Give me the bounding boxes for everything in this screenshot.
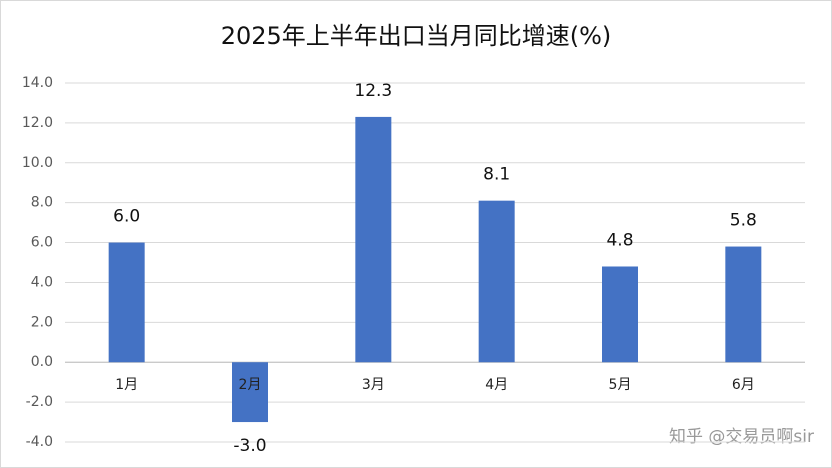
value-label: 12.3: [354, 81, 392, 101]
chart-title: 2025年上半年出口当月同比增速(%): [221, 22, 612, 50]
y-tick-label: 0.0: [31, 354, 53, 370]
bar: [478, 200, 515, 363]
y-tick-label: 2.0: [31, 314, 53, 330]
value-label: -3.0: [233, 436, 266, 456]
bar: [108, 242, 145, 363]
value-label: 8.1: [483, 165, 510, 185]
x-tick-label: 4月: [485, 377, 508, 393]
y-tick-label: 12.0: [22, 115, 53, 131]
y-tick-label: 8.0: [31, 195, 53, 211]
y-tick-label: 14.0: [22, 75, 53, 91]
bar: [725, 246, 762, 363]
watermark: 知乎 @交易员啊sir: [669, 427, 814, 447]
value-label: 5.8: [730, 211, 757, 231]
bar: [602, 266, 638, 363]
x-tick-label: 5月: [609, 377, 632, 393]
x-tick-label: 6月: [732, 377, 755, 393]
value-label: 4.8: [606, 230, 633, 250]
x-tick-label: 1月: [115, 377, 138, 393]
bar: [355, 116, 392, 363]
x-tick-label: 3月: [362, 377, 385, 393]
x-tick-label: 2月: [239, 377, 262, 393]
y-tick-label: 4.0: [31, 274, 53, 290]
y-tick-label: -2.0: [26, 394, 53, 410]
y-tick-label: -4.0: [26, 434, 53, 450]
bar: [232, 362, 268, 423]
value-label: 6.0: [113, 207, 140, 227]
y-tick-label: 10.0: [22, 155, 53, 171]
y-tick-label: 6.0: [31, 235, 53, 251]
